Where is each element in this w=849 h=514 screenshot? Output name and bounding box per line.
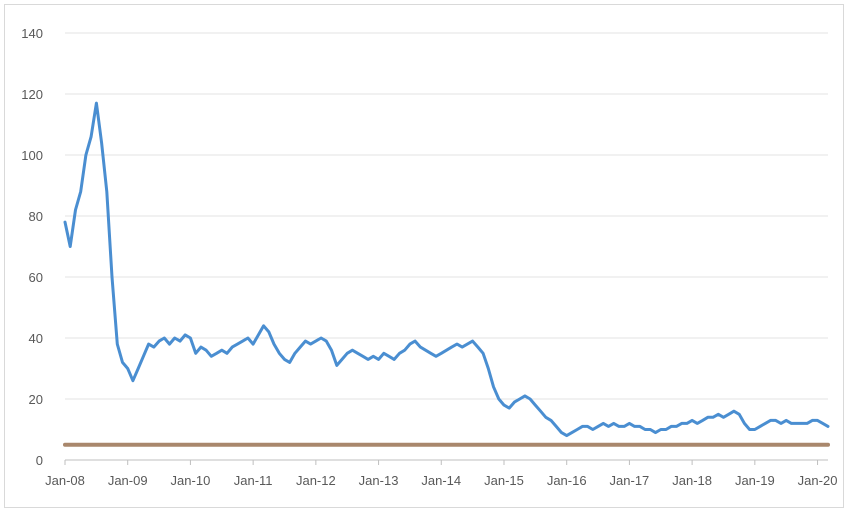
x-tick-label: Jan-19 <box>735 473 775 488</box>
y-tick-label: 40 <box>29 331 43 346</box>
x-tick-label: Jan-13 <box>359 473 399 488</box>
y-tick-label: 140 <box>21 26 43 41</box>
y-tick-label: 60 <box>29 270 43 285</box>
x-tick-label: Jan-18 <box>672 473 712 488</box>
x-tick-label: Jan-12 <box>296 473 336 488</box>
x-tick-label: Jan-16 <box>547 473 587 488</box>
x-tick-label: Jan-14 <box>421 473 461 488</box>
x-tick-label: Jan-09 <box>108 473 148 488</box>
y-axis: 0 20 40 60 80 100 120 140 <box>21 26 43 468</box>
series-line-main <box>63 101 830 438</box>
x-tick-label: Jan-17 <box>610 473 650 488</box>
y-tick-label: 0 <box>36 453 43 468</box>
y-tick-label: 100 <box>21 148 43 163</box>
series-group <box>63 101 830 447</box>
y-tick-label: 20 <box>29 392 43 407</box>
x-tick-label: Jan-08 <box>45 473 85 488</box>
x-axis: Jan-08 Jan-09 Jan-10 Jan-11 Jan-12 Jan-13 Jan-… <box>45 459 838 488</box>
x-tick-label: Jan-20 <box>798 473 838 488</box>
gridlines <box>65 32 828 400</box>
y-tick-label: 80 <box>29 209 43 224</box>
x-tick-label: Jan-10 <box>171 473 211 488</box>
x-tick-label: Jan-11 <box>234 473 273 488</box>
x-tick-label: Jan-15 <box>484 473 524 488</box>
y-tick-label: 120 <box>21 87 43 102</box>
chart-container: 0 20 40 60 80 100 120 140 Jan-08 Jan-09 Jan-10 Jan… <box>4 4 844 508</box>
